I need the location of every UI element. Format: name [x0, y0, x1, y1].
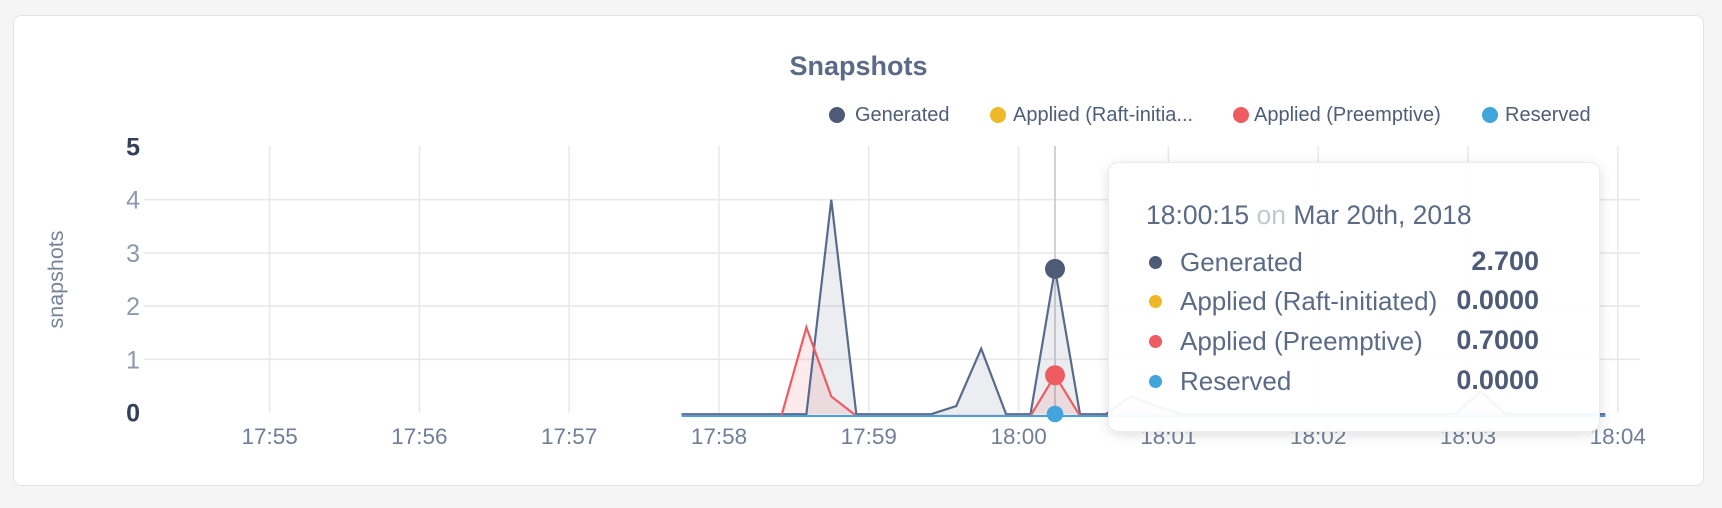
svg-text:17:59: 17:59 — [841, 424, 897, 449]
svg-text:17:58: 17:58 — [691, 424, 747, 449]
svg-text:2: 2 — [126, 293, 140, 321]
svg-text:snapshots: snapshots — [44, 230, 68, 328]
svg-text:17:55: 17:55 — [241, 424, 297, 449]
svg-text:18:00: 18:00 — [990, 424, 1046, 449]
svg-text:4: 4 — [126, 187, 140, 215]
svg-text:18:04: 18:04 — [1590, 424, 1646, 449]
svg-text:1: 1 — [126, 346, 140, 374]
svg-text:5: 5 — [126, 134, 140, 162]
svg-text:0: 0 — [126, 400, 140, 428]
svg-text:17:56: 17:56 — [391, 424, 447, 449]
svg-text:17:57: 17:57 — [541, 424, 597, 449]
svg-text:3: 3 — [126, 240, 140, 268]
